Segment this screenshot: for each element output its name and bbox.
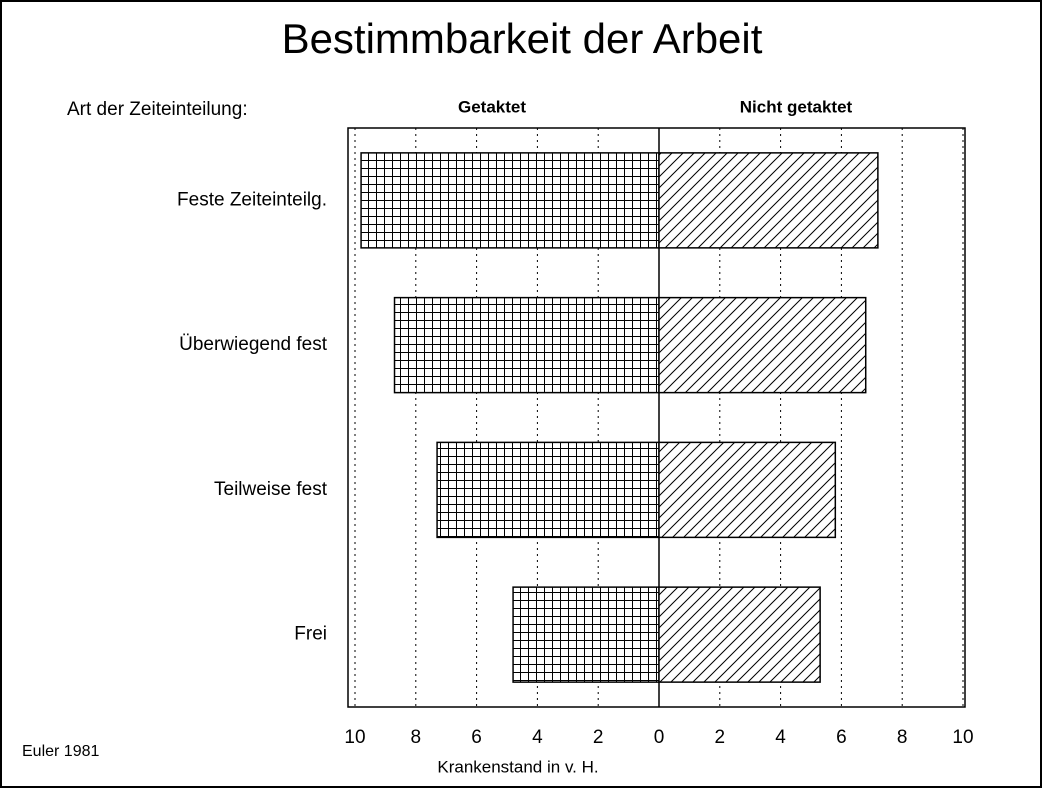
category-label: Teilweise fest <box>214 479 328 500</box>
bar <box>436 441 660 539</box>
bar <box>393 296 660 394</box>
source: Euler 1981 <box>22 743 99 760</box>
legend-entry: Getaktet <box>458 97 526 116</box>
bar <box>360 152 660 249</box>
x-tick-label: 6 <box>836 727 847 748</box>
x-tick-label: 0 <box>654 727 665 748</box>
x-tick-label: 10 <box>952 727 973 748</box>
x-tick-label: 4 <box>775 727 786 748</box>
category-label: Überwiegend fest <box>179 334 328 355</box>
x-tick-label: 8 <box>897 727 908 748</box>
x-tick-label: 8 <box>411 727 422 748</box>
x-tick-label: 6 <box>471 727 482 748</box>
x-tick-label: 4 <box>532 727 543 748</box>
x-tick-label: 2 <box>715 727 726 748</box>
chart-title: Bestimmbarkeit der Arbeit <box>282 15 763 62</box>
category-label: Feste Zeiteinteilg. <box>177 189 327 210</box>
category-axis-label: Art der Zeiteinteilung: <box>67 99 248 120</box>
bar <box>658 296 867 394</box>
x-tick-label: 2 <box>593 727 604 748</box>
x-axis-label: Krankenstand in v. H. <box>437 757 598 776</box>
plot-frame <box>347 127 966 708</box>
bar <box>512 586 660 683</box>
category-label: Frei <box>294 624 327 645</box>
bar <box>658 441 837 539</box>
bar <box>658 586 821 683</box>
bar <box>658 152 879 249</box>
x-tick-label: 10 <box>344 727 365 748</box>
legend-entry: Nicht getaktet <box>740 97 853 116</box>
